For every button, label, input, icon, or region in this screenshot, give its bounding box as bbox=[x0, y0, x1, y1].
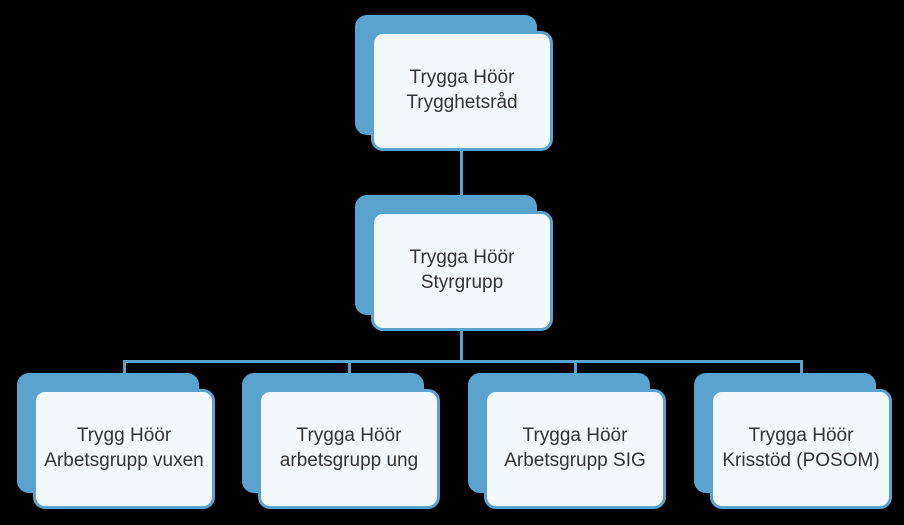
node-root-box: Trygga Höör Trygghetsråd bbox=[371, 31, 553, 151]
node-c1-box: Trygg Höör Arbetsgrupp vuxen bbox=[33, 389, 215, 509]
node-root-label: Trygga Höör Trygghetsråd bbox=[380, 66, 544, 115]
node-c2-box: Trygga Höör arbetsgrupp ung bbox=[258, 389, 440, 509]
node-c3-box: Trygga Höör Arbetsgrupp SIG bbox=[484, 389, 666, 509]
node-c1-label: Trygg Höör Arbetsgrupp vuxen bbox=[42, 424, 206, 473]
node-c4-box: Trygga Höör Krisstöd (POSOM) bbox=[710, 389, 892, 509]
node-c2-label: Trygga Höör arbetsgrupp ung bbox=[267, 424, 431, 473]
node-c4-label: Trygga Höör Krisstöd (POSOM) bbox=[719, 424, 883, 473]
node-mid-label: Trygga Höör Styrgrupp bbox=[380, 246, 544, 295]
node-mid-box: Trygga Höör Styrgrupp bbox=[371, 211, 553, 331]
node-c3-label: Trygga Höör Arbetsgrupp SIG bbox=[493, 424, 657, 473]
connector-bus bbox=[123, 360, 803, 363]
connector-mid-bus bbox=[460, 331, 463, 360]
